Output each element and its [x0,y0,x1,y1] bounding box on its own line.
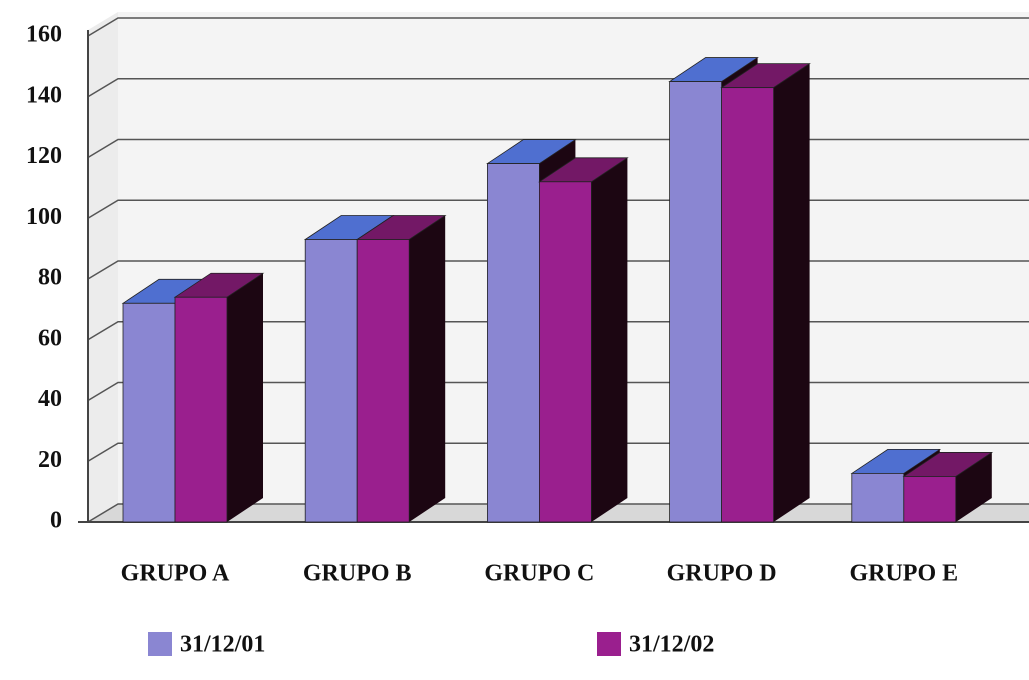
bar-side [773,63,810,522]
bar-side [591,157,628,523]
bar [903,476,957,523]
x-tick-label: GRUPO A [121,561,230,587]
bar [486,163,540,523]
bar [669,81,722,523]
grid-line [87,17,1029,37]
legend-label: 31/12/01 [180,632,265,658]
y-tick-label: 0 [50,508,62,534]
x-tick-label: GRUPO D [667,561,777,587]
side-wall [88,12,118,522]
bar [539,181,592,523]
bar [851,472,905,523]
legend-swatch [148,632,172,656]
y-tick-label: 80 [38,265,62,291]
y-tick-label: 100 [26,204,62,230]
bar [356,239,410,523]
x-tick-label: GRUPO B [303,561,412,587]
y-tick-label: 60 [38,325,62,351]
y-tick-label: 120 [26,143,62,169]
bar [174,296,228,523]
bar [304,239,358,523]
bar [721,87,774,523]
y-tick-label: 40 [38,386,62,412]
bar [122,302,176,523]
y-tick-label: 160 [26,22,62,48]
x-tick-label: GRUPO E [849,561,958,587]
bar-side [227,273,263,522]
bar-side [409,215,446,522]
x-tick-label: GRUPO C [484,561,594,587]
bar-side [955,452,992,522]
legend-swatch [597,632,621,656]
y-tick-label: 140 [26,82,62,108]
y-tick-label: 20 [38,447,62,473]
legend-label: 31/12/02 [629,632,714,658]
